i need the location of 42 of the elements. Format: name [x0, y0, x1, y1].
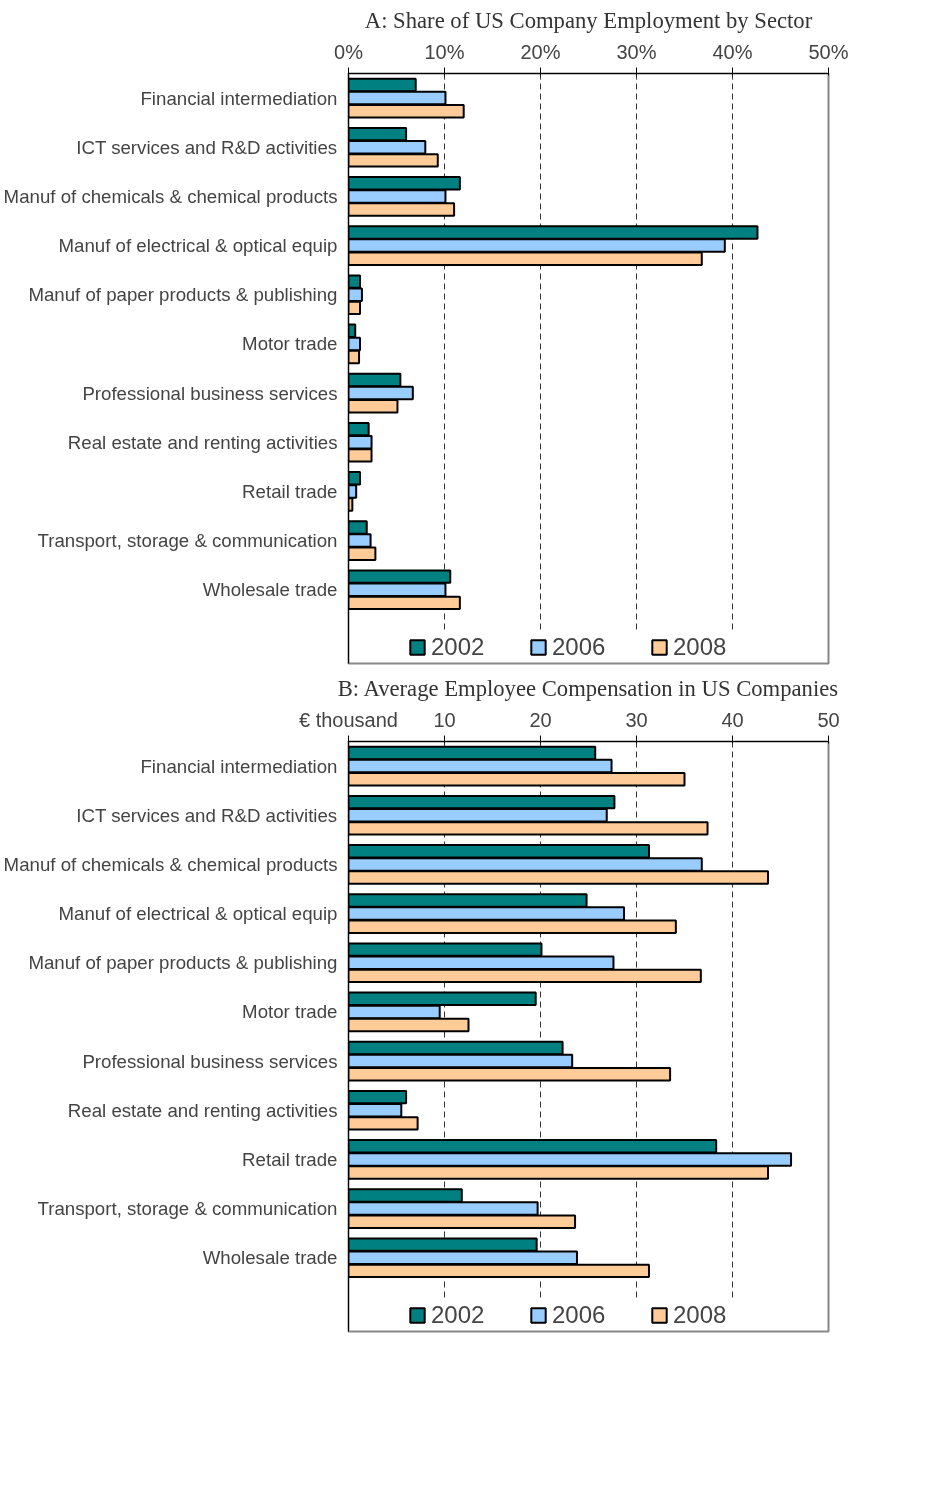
x-tick-label: 40%: [712, 40, 753, 63]
y-tick-label: Wholesale trade: [202, 1247, 338, 1269]
y-tick-label: Financial intermediation: [140, 755, 338, 777]
y-tick-label: Manuf of paper products & publishing: [28, 952, 338, 974]
legend-label: 2002: [431, 633, 486, 661]
x-tick-label: 50: [817, 708, 840, 731]
y-tick-label: Transport, storage & communication: [37, 530, 338, 552]
legend-label: 2006: [552, 1301, 607, 1329]
x-tick-label: 40: [721, 708, 744, 731]
y-tick-label: Manuf of electrical & optical equip: [58, 903, 338, 925]
y-tick-label: Real estate and renting activities: [67, 1099, 338, 1121]
y-tick-label: ICT services and R&D activities: [76, 804, 338, 826]
x-tick-label: 30: [625, 708, 648, 731]
chart-title: A: Share of US Company Employment by Sector: [364, 7, 813, 33]
x-tick-label: 0%: [334, 40, 364, 63]
y-tick-label: Manuf of chemicals & chemical products: [3, 185, 338, 207]
y-tick-label: Manuf of electrical & optical equip: [58, 235, 338, 257]
chart-title: B: Average Employee Compensation in US Companies: [337, 675, 839, 701]
x-tick-label: 10: [433, 708, 456, 731]
y-tick-label: ICT services and R&D activities: [76, 136, 338, 158]
y-tick-label: Retail trade: [242, 480, 338, 502]
y-tick-label: Motor trade: [242, 1001, 338, 1023]
y-tick-label: Transport, storage & communication: [37, 1198, 338, 1220]
x-tick-label: 20%: [520, 40, 561, 63]
legend-label: 2008: [673, 1301, 728, 1329]
y-tick-label: Real estate and renting activities: [67, 431, 338, 453]
y-tick-label: Motor trade: [242, 333, 338, 355]
y-tick-label: Wholesale trade: [202, 579, 338, 601]
y-tick-label: Financial intermediation: [140, 87, 338, 109]
y-tick-label: Manuf of paper products & publishing: [28, 284, 338, 306]
y-tick-label: Retail trade: [242, 1148, 338, 1170]
y-tick-label: Professional business services: [82, 1050, 338, 1072]
legend-label: 2002: [431, 1301, 486, 1329]
x-tick-label: 20: [529, 708, 552, 731]
legend-label: 2008: [673, 633, 728, 661]
x-tick-label: 50%: [808, 40, 849, 63]
y-tick-label: Professional business services: [82, 382, 338, 404]
x-tick-label: 10%: [424, 40, 465, 63]
legend-label: 2006: [552, 633, 607, 661]
x-tick-label: 30%: [616, 40, 657, 63]
y-tick-label: Manuf of chemicals & chemical products: [3, 853, 338, 875]
x-axis-title: € thousand: [299, 708, 398, 731]
